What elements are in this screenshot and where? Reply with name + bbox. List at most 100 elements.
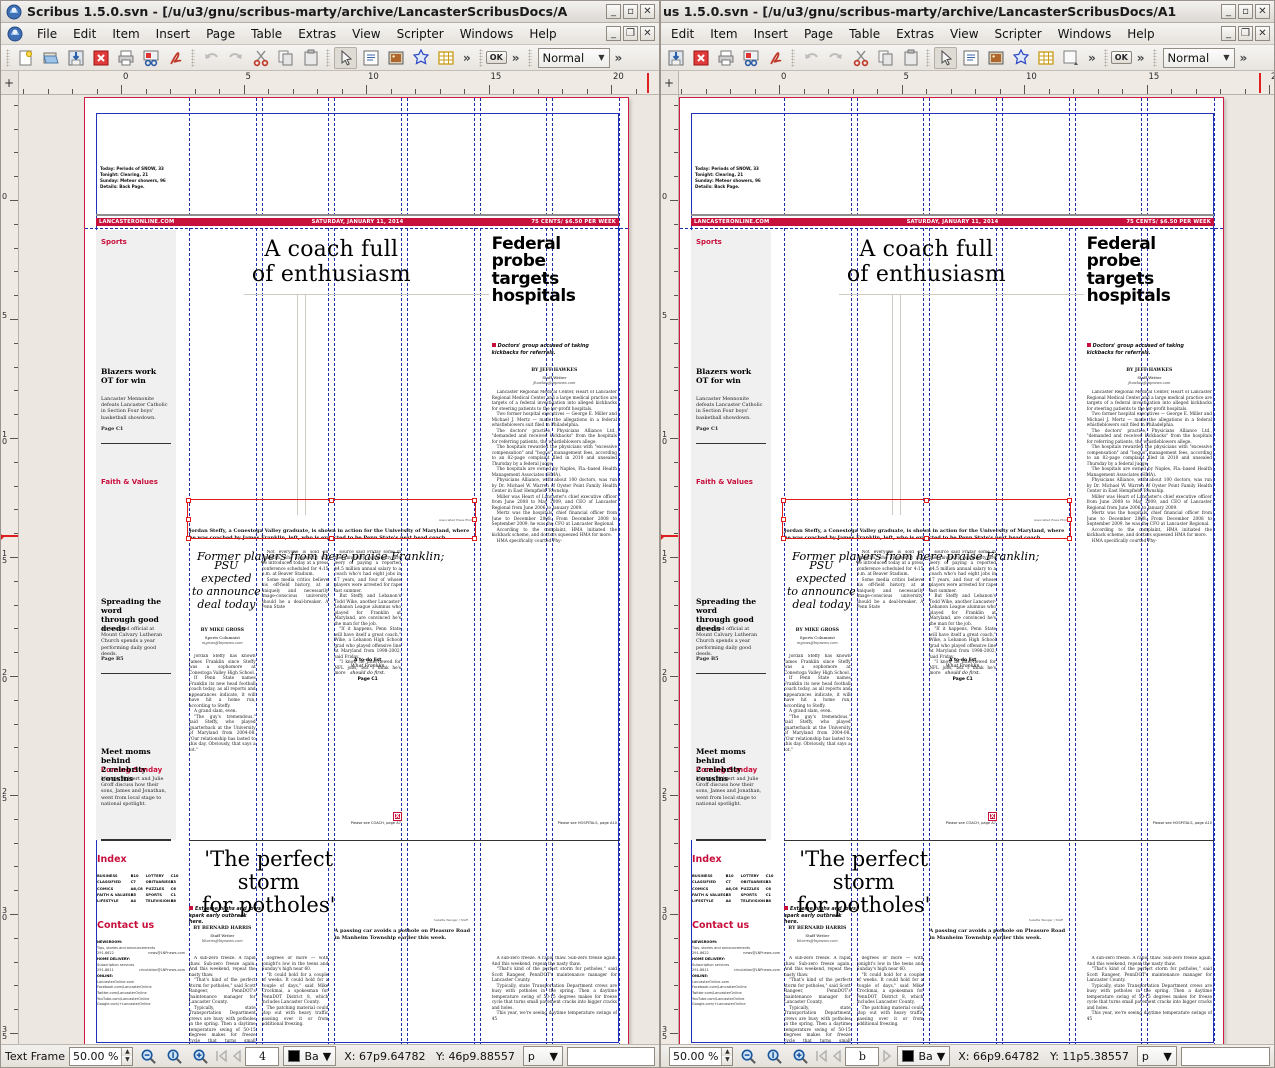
horizontal-ruler-track[interactable]: 0 5 10 15 20 — [679, 71, 1274, 94]
render-frame-icon[interactable] — [1059, 47, 1082, 69]
selection-handle[interactable] — [185, 497, 191, 503]
shape-icon[interactable] — [409, 47, 432, 69]
menu-view[interactable]: View — [950, 26, 979, 41]
menu-scripter[interactable]: Scripter — [396, 26, 444, 41]
print-icon[interactable] — [714, 47, 737, 69]
previous-page-icon[interactable] — [831, 1047, 843, 1066]
save-document-icon[interactable] — [64, 47, 87, 69]
export-pdf-icon[interactable] — [764, 47, 787, 69]
menu-table[interactable]: Table — [849, 26, 881, 41]
mdi-minimize-icon[interactable]: _ — [606, 26, 621, 41]
zoom-out-icon[interactable] — [737, 1046, 759, 1066]
zoom-in-icon[interactable] — [789, 1046, 811, 1066]
redo-icon[interactable] — [824, 47, 847, 69]
selection-handle[interactable] — [780, 516, 786, 522]
copy-icon[interactable] — [874, 47, 897, 69]
zoom-spinner-arrows[interactable]: ▲ ▼ — [721, 1047, 733, 1065]
selected-text-frame[interactable] — [780, 497, 1073, 541]
zoom-value[interactable]: 50.00 % — [73, 1049, 119, 1063]
select-item-icon[interactable] — [334, 46, 357, 69]
style-combo[interactable]: Normal ▼ — [537, 47, 610, 68]
menu-scripter[interactable]: Scripter — [994, 26, 1042, 41]
menu-page[interactable]: Page — [804, 26, 834, 41]
close-document-icon[interactable] — [689, 47, 712, 69]
mdi-restore-icon[interactable]: ❐ — [623, 26, 638, 41]
horizontal-ruler-track[interactable]: 0 5 10 15 20 — [19, 71, 659, 94]
zoom-spinner-arrows[interactable]: ▲ ▼ — [121, 1047, 133, 1065]
zoom-100-icon[interactable] — [163, 1046, 185, 1066]
table-icon[interactable] — [1034, 47, 1057, 69]
vertical-ruler-left[interactable]: 0 5 1 0 1 5 2 0 2 5 3 0 3 5 — [1, 95, 19, 1044]
menu-help[interactable]: Help — [529, 26, 557, 41]
menu-file[interactable]: File — [37, 26, 58, 41]
print-preview-icon[interactable] — [739, 47, 762, 69]
menu-item[interactable]: Item — [112, 26, 140, 41]
document-canvas-left[interactable]: Today: Periods of SNOW, 33 Tonight: Clear… — [19, 95, 659, 1044]
undo-icon[interactable] — [799, 47, 822, 69]
window-controls-right[interactable]: _ ▫ ✕ — [1221, 4, 1272, 19]
zoom-value[interactable]: 50.00 % — [673, 1049, 719, 1063]
selection-handle[interactable] — [185, 516, 191, 522]
export-pdf-icon[interactable] — [164, 47, 187, 69]
document-canvas-right[interactable]: Today: Periods of SNOW, 33 Tonight: Clear… — [679, 95, 1274, 1044]
horizontal-ruler-right[interactable]: 0 5 10 15 20 — [661, 71, 1274, 95]
mdi-controls-right[interactable]: _ ❐ ✕ — [1221, 26, 1272, 41]
selection-handle[interactable] — [923, 497, 929, 503]
menu-insert[interactable]: Insert — [753, 26, 788, 41]
horizontal-ruler-left[interactable]: 0 5 10 15 20 — [1, 71, 659, 95]
toolbar-right[interactable]: » OK » Normal ▼ » — [661, 45, 1274, 71]
mdi-controls-left[interactable]: _ ❐ ✕ — [606, 26, 657, 41]
vertical-ruler-right[interactable]: 0 5 1 0 1 5 2 0 2 5 3 0 3 5 — [661, 95, 679, 1044]
ruler-origin-icon[interactable] — [1, 71, 19, 94]
menubar-right[interactable]: Edit Item Insert Page Table Extras View … — [661, 23, 1274, 45]
zoom-100-icon[interactable] — [763, 1046, 785, 1066]
preflight-verifier-icon[interactable]: OK — [1110, 51, 1132, 64]
minimize-icon[interactable]: _ — [606, 4, 621, 19]
text-overflow-indicator[interactable]: X — [394, 812, 401, 820]
selected-text-frame[interactable] — [185, 497, 478, 541]
toolbar-grip[interactable] — [1152, 48, 1157, 67]
menu-edit[interactable]: Edit — [671, 26, 695, 41]
toolbar-grip[interactable] — [6, 48, 10, 67]
close-icon[interactable]: ✕ — [640, 4, 655, 19]
toolbar-overflow-icon[interactable]: » — [511, 50, 520, 65]
scribus-window-right[interactable]: us 1.5.0.svn - [/u/u3/gnu/scribus-marty/… — [660, 0, 1275, 1068]
mdi-minimize-icon[interactable]: _ — [1221, 26, 1236, 41]
open-document-icon[interactable] — [39, 47, 62, 69]
selection-handle[interactable] — [1067, 497, 1073, 503]
page-number-field[interactable]: 4 — [245, 1046, 280, 1066]
maximize-icon[interactable]: ▫ — [623, 4, 638, 19]
toolbar-grip[interactable] — [1103, 48, 1108, 67]
selection-handle[interactable] — [472, 535, 478, 541]
print-preview-icon[interactable] — [139, 47, 162, 69]
menu-item[interactable]: Item — [710, 26, 738, 41]
selection-handle[interactable] — [780, 497, 786, 503]
page-navigation[interactable]: 4 — [215, 1046, 280, 1066]
text-frame-icon[interactable] — [359, 47, 382, 69]
cut-icon[interactable] — [849, 47, 872, 69]
toolbar-overflow-icon[interactable]: » — [1239, 50, 1248, 65]
scribus-window-left[interactable]: Scribus 1.5.0.svn - [/u/u3/gnu/scribus-m… — [0, 0, 660, 1068]
toolbar-grip[interactable] — [478, 48, 483, 67]
menu-help[interactable]: Help — [1127, 26, 1155, 41]
new-document-icon[interactable] — [14, 47, 37, 69]
page-navigation[interactable]: b — [815, 1046, 893, 1066]
toolbar-overflow-icon[interactable]: » — [1088, 50, 1096, 65]
menu-items-left[interactable]: File Edit Item Insert Page Table Extras … — [29, 25, 606, 43]
mdi-close-icon[interactable]: ✕ — [640, 26, 655, 41]
statusbar-right[interactable]: 50.00 % ▲ ▼ b — [661, 1044, 1274, 1067]
cut-icon[interactable] — [249, 47, 272, 69]
statusbar-left[interactable]: Text Frame 50.00 % ▲ ▼ 4 — [1, 1044, 659, 1067]
selection-handle[interactable] — [472, 497, 478, 503]
toolbar-grip[interactable] — [926, 48, 930, 67]
shape-icon[interactable] — [1009, 47, 1032, 69]
zoom-stepper[interactable]: 50.00 % ▲ ▼ — [69, 1046, 134, 1066]
menu-insert[interactable]: Insert — [155, 26, 191, 41]
previous-page-icon[interactable] — [231, 1047, 243, 1066]
minimize-icon[interactable]: _ — [1221, 4, 1236, 19]
layer-combo[interactable]: Ba ▼ — [897, 1046, 951, 1066]
zoom-stepper[interactable]: 50.00 % ▲ ▼ — [669, 1046, 734, 1066]
menu-edit[interactable]: Edit — [73, 26, 97, 41]
select-item-icon[interactable] — [934, 46, 957, 69]
first-page-icon[interactable] — [815, 1047, 829, 1066]
